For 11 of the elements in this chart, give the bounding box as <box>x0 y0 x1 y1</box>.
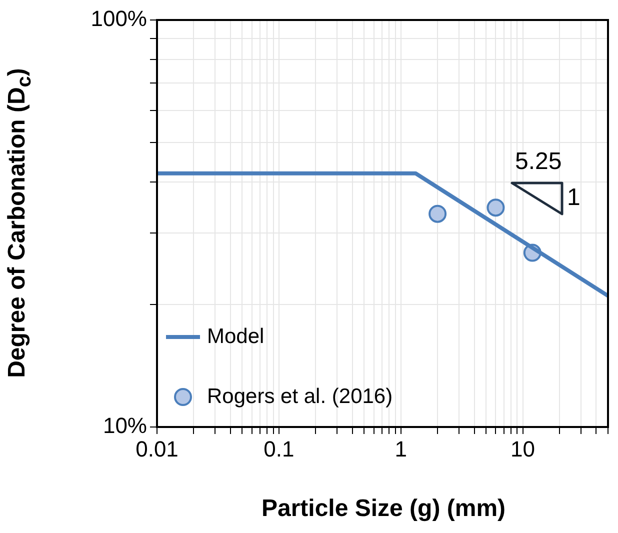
y-tick-label: 10% <box>102 413 147 438</box>
annotation: 1 <box>567 184 580 212</box>
y-tick-label: 100% <box>90 6 147 32</box>
x-tick-label: 1 <box>394 436 407 462</box>
annotation: 5.25 <box>515 148 562 176</box>
x-tick-label: 0.1 <box>264 436 294 462</box>
x-tick-label: 0.01 <box>136 436 178 462</box>
x-tick-label: 10 <box>510 436 536 462</box>
legend-label: Model <box>207 325 264 349</box>
x-axis-title: Particle Size (g) (mm) <box>260 495 507 523</box>
legend-label: Rogers et al. (2016) <box>207 385 393 409</box>
